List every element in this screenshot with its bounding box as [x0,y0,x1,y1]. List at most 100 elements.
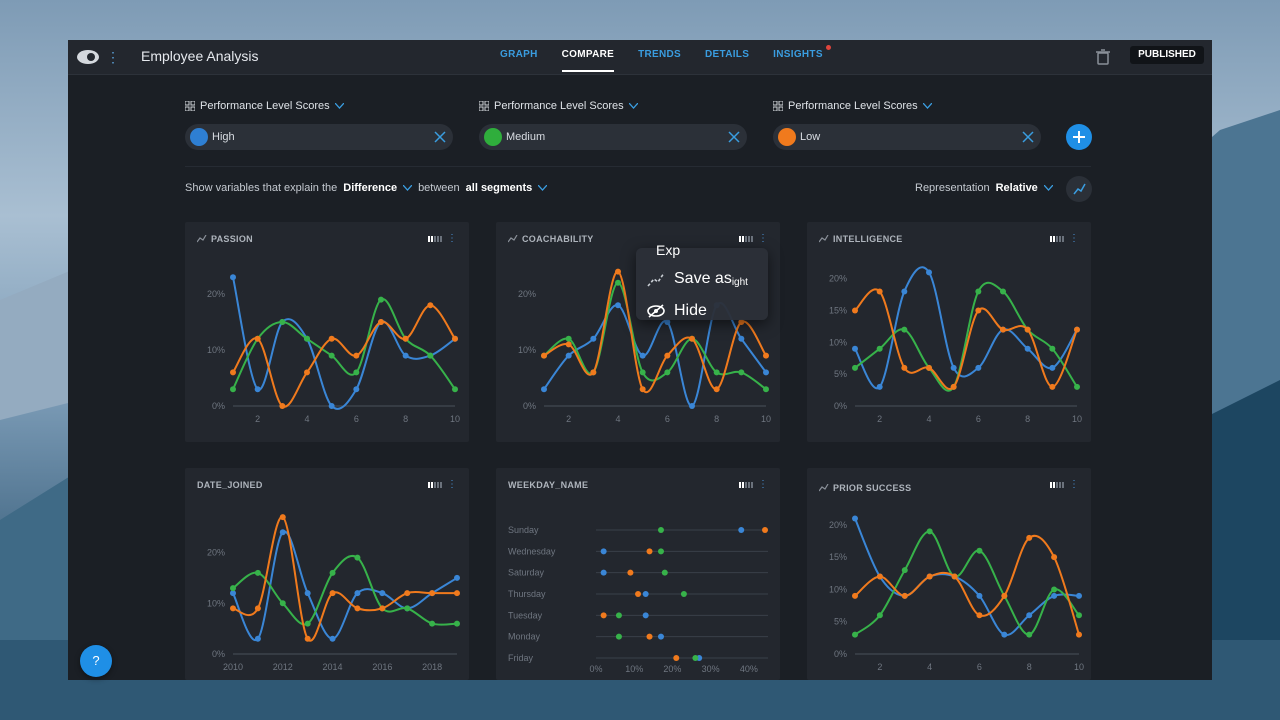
published-badge[interactable]: PUBLISHED [1130,46,1204,64]
data-point[interactable] [646,548,653,555]
data-point[interactable] [657,633,664,640]
data-point[interactable] [689,335,695,342]
data-point[interactable] [427,302,434,309]
data-point[interactable] [763,386,769,393]
data-point[interactable] [230,605,236,612]
data-point[interactable] [1051,554,1058,561]
data-point[interactable] [452,386,458,393]
data-point[interactable] [304,635,311,642]
menu-item-export[interactable]: Exp [656,242,681,258]
data-point[interactable] [738,369,745,376]
data-point[interactable] [402,335,409,342]
help-button[interactable]: ? [80,645,112,677]
kebab-icon[interactable]: ⋮ [1069,233,1079,244]
data-point[interactable] [600,569,607,576]
data-point[interactable] [976,592,983,599]
data-point[interactable] [600,548,607,555]
data-point[interactable] [975,288,982,295]
chart-options[interactable]: ⋮ [739,234,768,244]
data-point[interactable] [738,527,745,533]
data-point[interactable] [230,585,236,592]
data-point[interactable] [230,590,236,597]
data-point[interactable] [590,369,597,376]
data-point[interactable] [304,590,311,597]
data-point[interactable] [452,335,458,342]
data-point[interactable] [279,600,286,607]
data-point[interactable] [1026,612,1033,619]
data-point[interactable] [279,403,286,409]
data-point[interactable] [354,590,361,597]
data-point[interactable] [230,369,236,376]
data-point[interactable] [1026,534,1033,541]
data-point[interactable] [639,386,646,393]
kebab-icon[interactable]: ⋮ [758,233,768,244]
data-point[interactable] [901,567,908,574]
data-point[interactable] [926,573,933,580]
data-point[interactable] [454,620,460,627]
chart-options[interactable]: ⋮ [428,480,457,490]
data-point[interactable] [230,274,236,281]
data-point[interactable] [664,352,671,359]
data-point[interactable] [639,352,646,359]
data-point[interactable] [901,364,908,371]
data-point[interactable] [328,335,335,342]
data-point[interactable] [541,386,547,393]
data-point[interactable] [615,302,621,309]
data-point[interactable] [615,279,621,286]
data-point[interactable] [680,591,687,597]
app-menu-icon[interactable]: ⋮ [106,49,120,65]
kebab-icon[interactable]: ⋮ [447,479,457,490]
segment-header-3[interactable]: Performance Level Scores [773,100,932,112]
data-point[interactable] [565,352,572,359]
data-point[interactable] [565,335,572,342]
data-point[interactable] [402,352,409,359]
data-point[interactable] [1049,364,1056,371]
data-point[interactable] [876,345,883,352]
data-point[interactable] [254,569,261,576]
data-point[interactable] [354,554,361,561]
data-point[interactable] [328,403,335,409]
data-point[interactable] [1026,631,1033,638]
data-point[interactable] [353,369,360,376]
data-point[interactable] [657,527,664,533]
segment-pill-high[interactable]: High [185,124,453,150]
data-point[interactable] [852,515,858,522]
data-point[interactable] [1024,345,1031,352]
data-point[interactable] [1024,326,1031,333]
add-segment-button[interactable] [1066,124,1092,150]
data-point[interactable] [1001,592,1008,599]
data-point[interactable] [615,268,621,275]
tab-graph[interactable]: GRAPH [500,49,538,60]
data-point[interactable] [404,590,411,597]
data-point[interactable] [279,529,286,536]
data-point[interactable] [1051,592,1058,599]
data-point[interactable] [627,569,634,576]
menu-item-save-as-insight[interactable]: Save as ight [646,270,748,288]
data-point[interactable] [353,352,360,359]
data-point[interactable] [329,569,336,576]
data-point[interactable] [926,269,932,276]
chevron-down-icon[interactable] [1043,185,1053,191]
data-point[interactable] [1076,612,1082,619]
data-point[interactable] [876,288,883,295]
chart-options[interactable]: ⋮ [428,234,457,244]
chart-options[interactable]: ⋮ [1050,234,1079,244]
data-point[interactable] [353,386,360,393]
data-point[interactable] [379,605,386,612]
data-point[interactable] [635,591,642,597]
data-point[interactable] [642,591,649,597]
insight-toggle-button[interactable] [1066,176,1092,202]
mode-dropdown[interactable]: Difference [343,182,398,194]
data-point[interactable] [590,335,597,342]
data-point[interactable] [689,403,695,409]
kebab-icon[interactable]: ⋮ [1069,479,1079,490]
chart-options[interactable]: ⋮ [739,480,768,490]
data-point[interactable] [1076,631,1082,638]
data-point[interactable] [279,319,286,325]
data-point[interactable] [976,612,983,619]
data-point[interactable] [926,528,933,535]
kebab-icon[interactable]: ⋮ [758,479,768,490]
data-point[interactable] [254,605,261,612]
tab-details[interactable]: DETAILS [705,49,750,60]
data-point[interactable] [541,352,547,359]
